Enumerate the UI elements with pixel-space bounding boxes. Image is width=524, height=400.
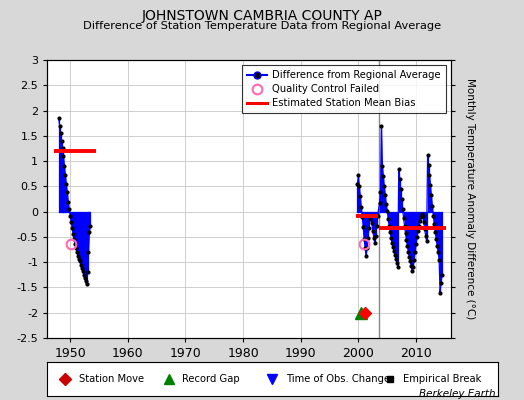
Text: Berkeley Earth: Berkeley Earth bbox=[419, 389, 495, 399]
Text: Time of Obs. Change: Time of Obs. Change bbox=[286, 374, 390, 384]
Text: Station Move: Station Move bbox=[79, 374, 144, 384]
Text: Record Gap: Record Gap bbox=[182, 374, 240, 384]
Text: JOHNSTOWN CAMBRIA COUNTY AP: JOHNSTOWN CAMBRIA COUNTY AP bbox=[141, 9, 383, 23]
Legend: Difference from Regional Average, Quality Control Failed, Estimated Station Mean: Difference from Regional Average, Qualit… bbox=[242, 65, 445, 113]
Y-axis label: Monthly Temperature Anomaly Difference (°C): Monthly Temperature Anomaly Difference (… bbox=[465, 78, 475, 320]
Text: Empirical Break: Empirical Break bbox=[403, 374, 482, 384]
Text: Difference of Station Temperature Data from Regional Average: Difference of Station Temperature Data f… bbox=[83, 21, 441, 31]
